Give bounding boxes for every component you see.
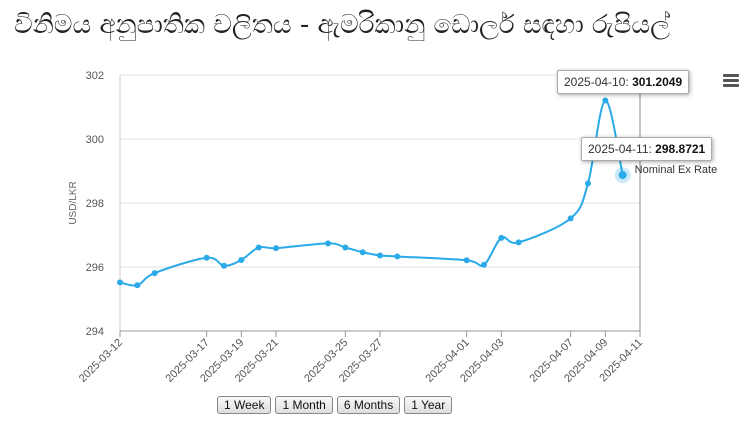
data-point [221, 262, 227, 269]
range-1-month-button[interactable]: 1 Month [275, 396, 333, 414]
menu-icon[interactable] [723, 74, 739, 92]
y-tick-label: 298 [86, 198, 104, 210]
range-1-week-button[interactable]: 1 Week [217, 396, 272, 414]
data-point [325, 240, 331, 247]
y-axis-title: USD/LKR [68, 181, 79, 224]
tooltip-value: 301.2049 [632, 75, 683, 89]
data-point [585, 180, 591, 187]
data-point [377, 252, 383, 259]
y-tick-label: 294 [86, 326, 104, 338]
tooltip-peak: 2025-04-10: 301.2049 [557, 70, 690, 94]
series-line [119, 99, 624, 287]
data-point [567, 215, 574, 222]
data-point [394, 253, 401, 260]
data-point [618, 171, 627, 180]
y-tick-label: 300 [86, 134, 104, 146]
data-point [238, 256, 245, 263]
data-point [117, 279, 123, 286]
data-point [151, 270, 158, 277]
tooltip-value: 298.8721 [655, 142, 706, 156]
series-label: Nominal Ex Rate [635, 164, 718, 176]
tooltip-date: 2025-04-11 [588, 142, 649, 156]
data-point [359, 249, 366, 256]
data-point [134, 282, 141, 289]
data-point [463, 257, 470, 264]
range-6-months-button[interactable]: 6 Months [336, 396, 401, 414]
page-title: විනිමය අනුපාතික චලිතය - ඇමරිකානු ඩොලර් ස… [14, 10, 670, 40]
range-1-year-button[interactable]: 1 Year [404, 396, 453, 414]
tooltip-last: 2025-04-11: 298.8721 [581, 137, 713, 161]
range-selector: 1 Week 1 Month 6 Months 1 Year [217, 396, 453, 414]
data-point [255, 244, 262, 251]
data-point [342, 244, 349, 251]
data-point [273, 245, 279, 252]
data-point [515, 239, 522, 246]
data-point [498, 234, 505, 241]
data-point [203, 254, 210, 261]
tooltip-date: 2025-04-10 [564, 75, 626, 89]
data-point [602, 97, 609, 104]
data-point [481, 261, 487, 268]
y-tick-label: 296 [86, 262, 104, 274]
y-tick-label: 302 [86, 70, 104, 82]
x-tick-label: 2025-03-12 [77, 337, 125, 385]
